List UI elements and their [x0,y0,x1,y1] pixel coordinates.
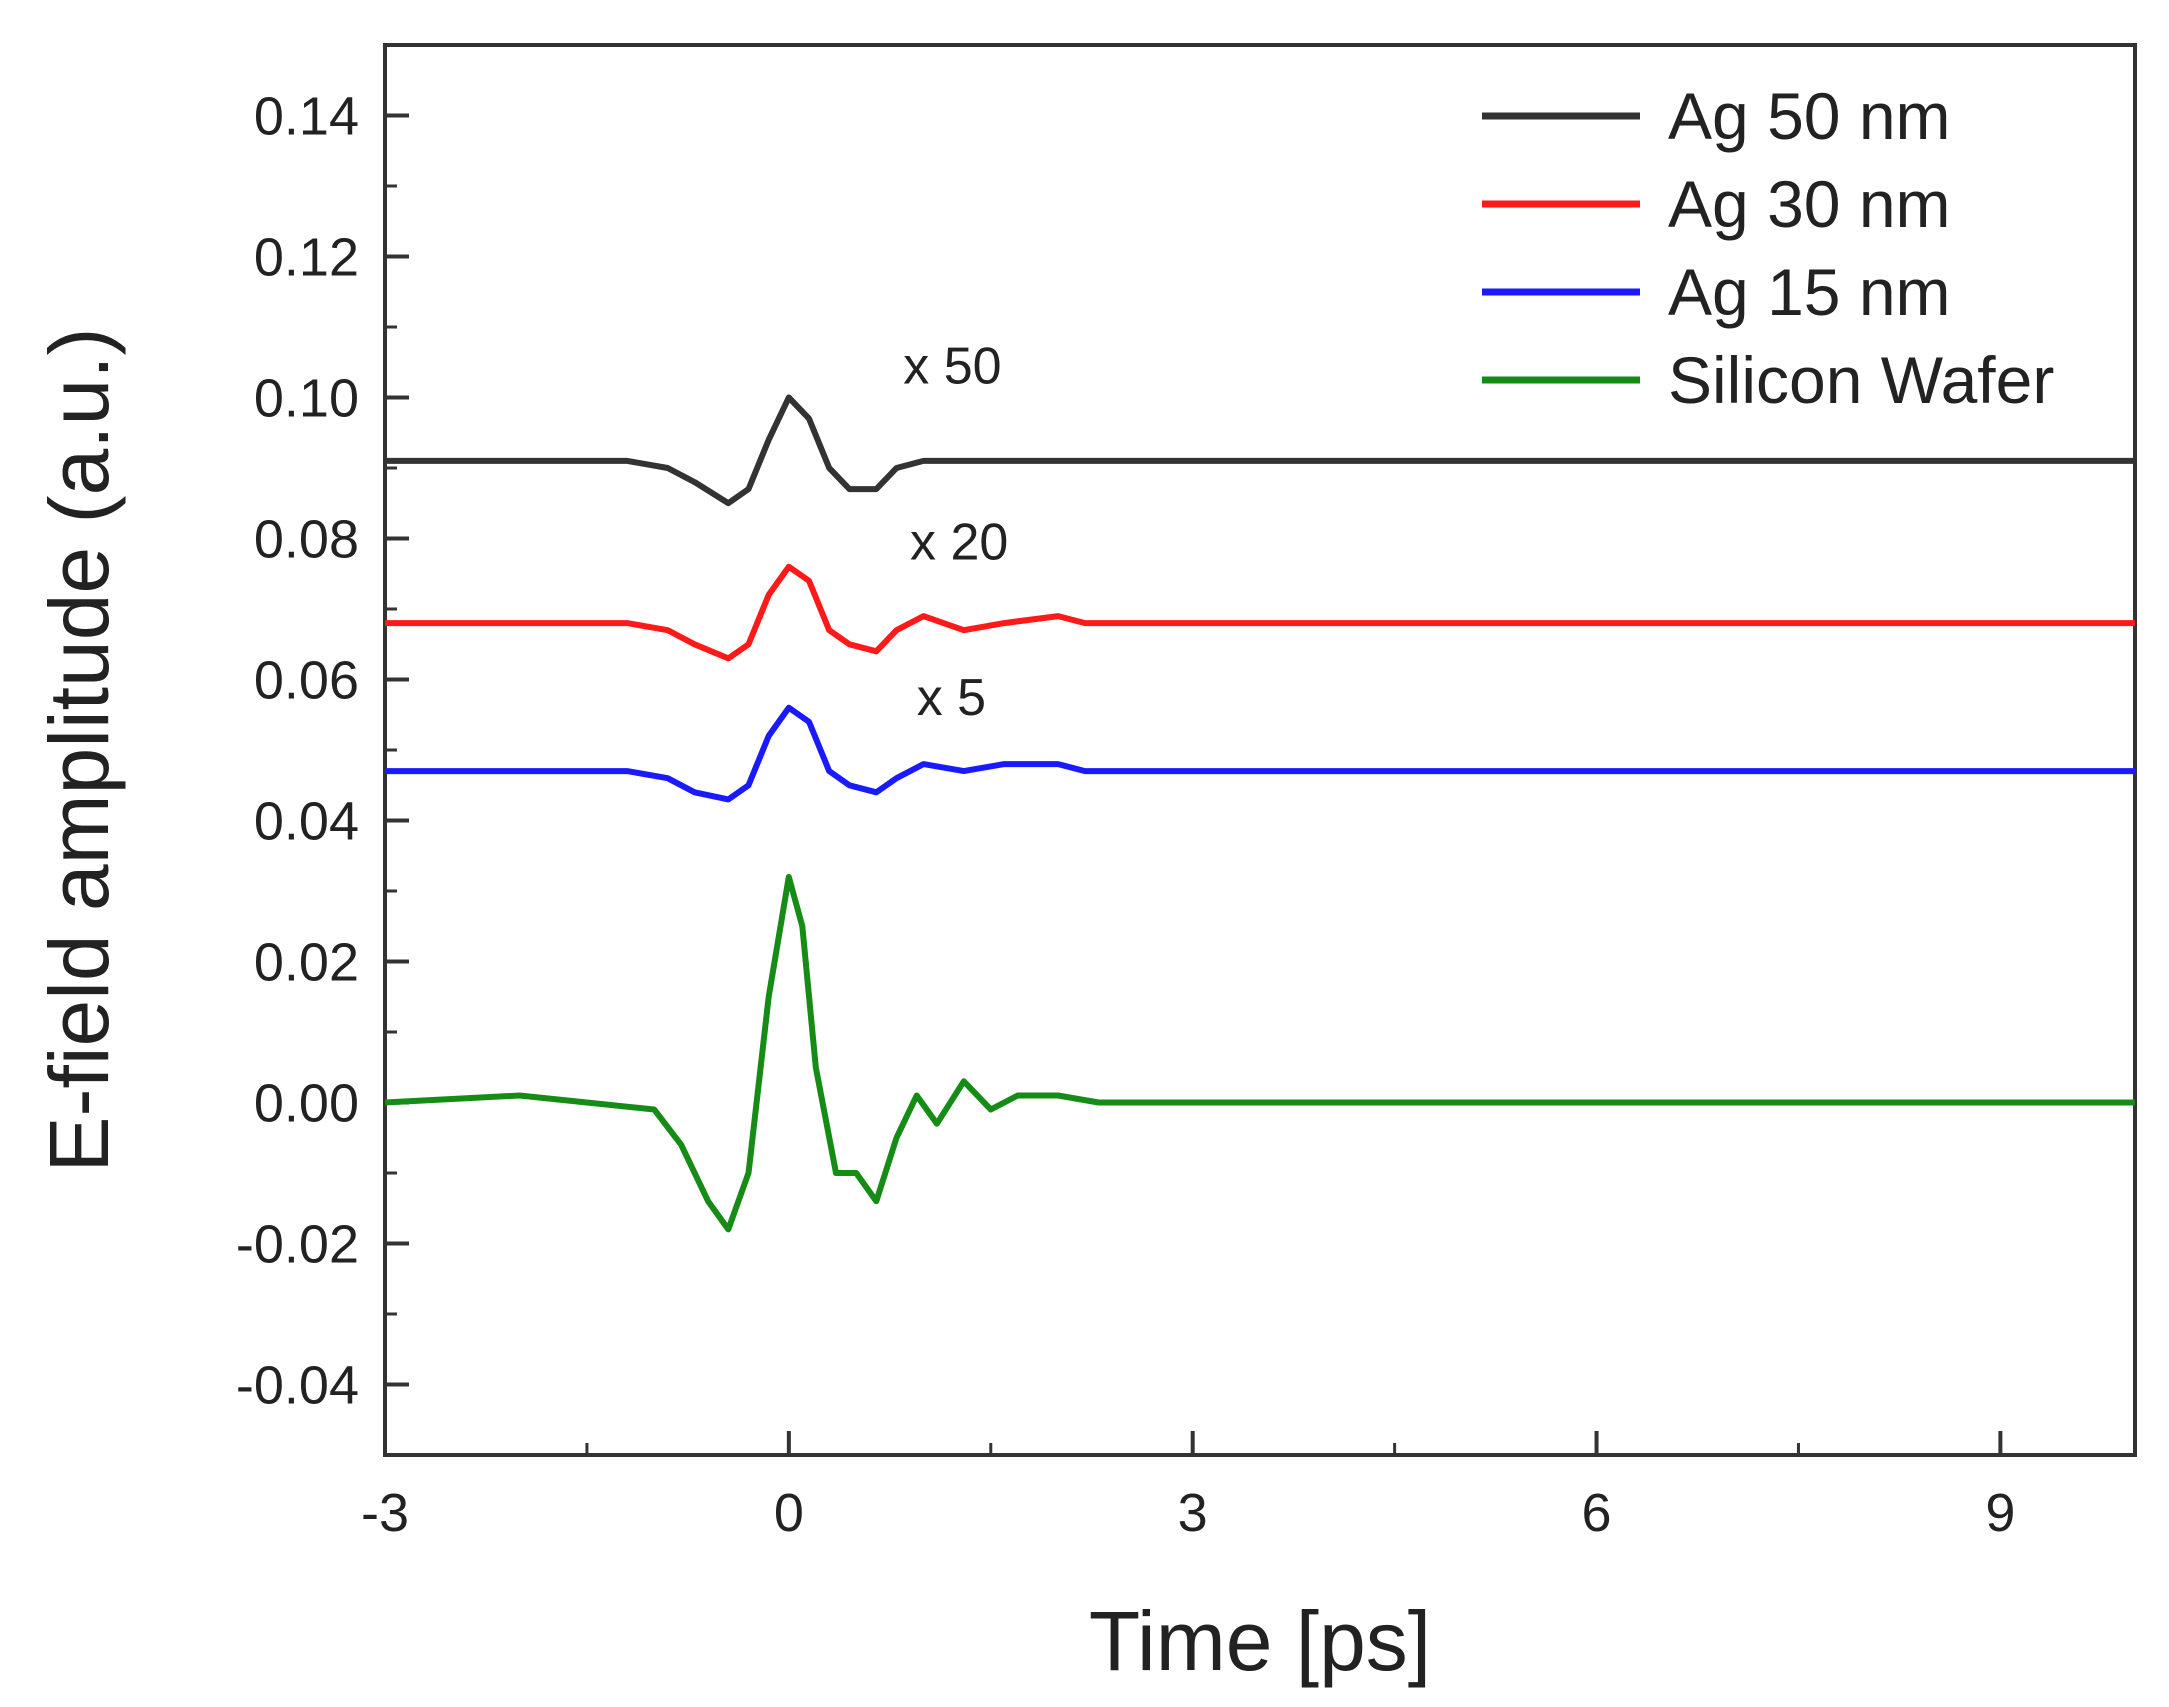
y-tick-label: 0.12 [254,228,359,288]
legend-label: Ag 50 nm [1668,79,1951,153]
y-tick-label: 0.06 [254,651,359,711]
x-axis-title: Time [ps] [1089,1594,1431,1688]
y-axis-ticks: -0.04 -0.02 0.00 0.02 0.04 0.06 0.08 0.10 0.12 0.… [236,87,409,1416]
x-tick-label: 3 [1178,1483,1208,1543]
scale-annotation: x 20 [910,514,1008,572]
x-tick-label: 6 [1582,1483,1612,1543]
legend-label: Ag 30 nm [1668,167,1951,241]
x-axis-ticks: -3 0 3 6 9 [361,1431,2015,1543]
y-tick-label: 0.00 [254,1074,359,1134]
x-tick-label: 0 [774,1483,804,1543]
legend-label: Silicon Wafer [1668,343,2054,417]
scale-annotation: x 5 [917,669,986,727]
y-tick-label: 0.08 [254,510,359,570]
x-tick-label: 9 [1985,1483,2015,1543]
y-tick-label: -0.04 [236,1356,359,1416]
series-line-ag-30-nm [385,563,2135,662]
series-lines [384,394,2135,1233]
y-tick-label: 0.02 [254,933,359,993]
series-line-ag-50-nm [385,394,2135,507]
y-tick-label: 0.14 [254,87,359,147]
annotations: x 50 x 20 x 5 [903,337,1008,726]
y-tick-label: -0.02 [236,1215,359,1275]
series-line-ag-15-nm [385,704,2135,803]
x-tick-label: -3 [361,1483,409,1543]
y-tick-label: 0.04 [254,792,359,852]
legend: Ag 50 nm Ag 30 nm Ag 15 nm Silicon Wafer [1482,79,2054,417]
y-tick-label: 0.10 [254,369,359,429]
y-axis-title: E-field amplitude (a.u.) [32,327,126,1172]
legend-label: Ag 15 nm [1668,255,1951,329]
series-line-silicon-wafer [384,873,2135,1233]
scale-annotation: x 50 [903,337,1001,395]
